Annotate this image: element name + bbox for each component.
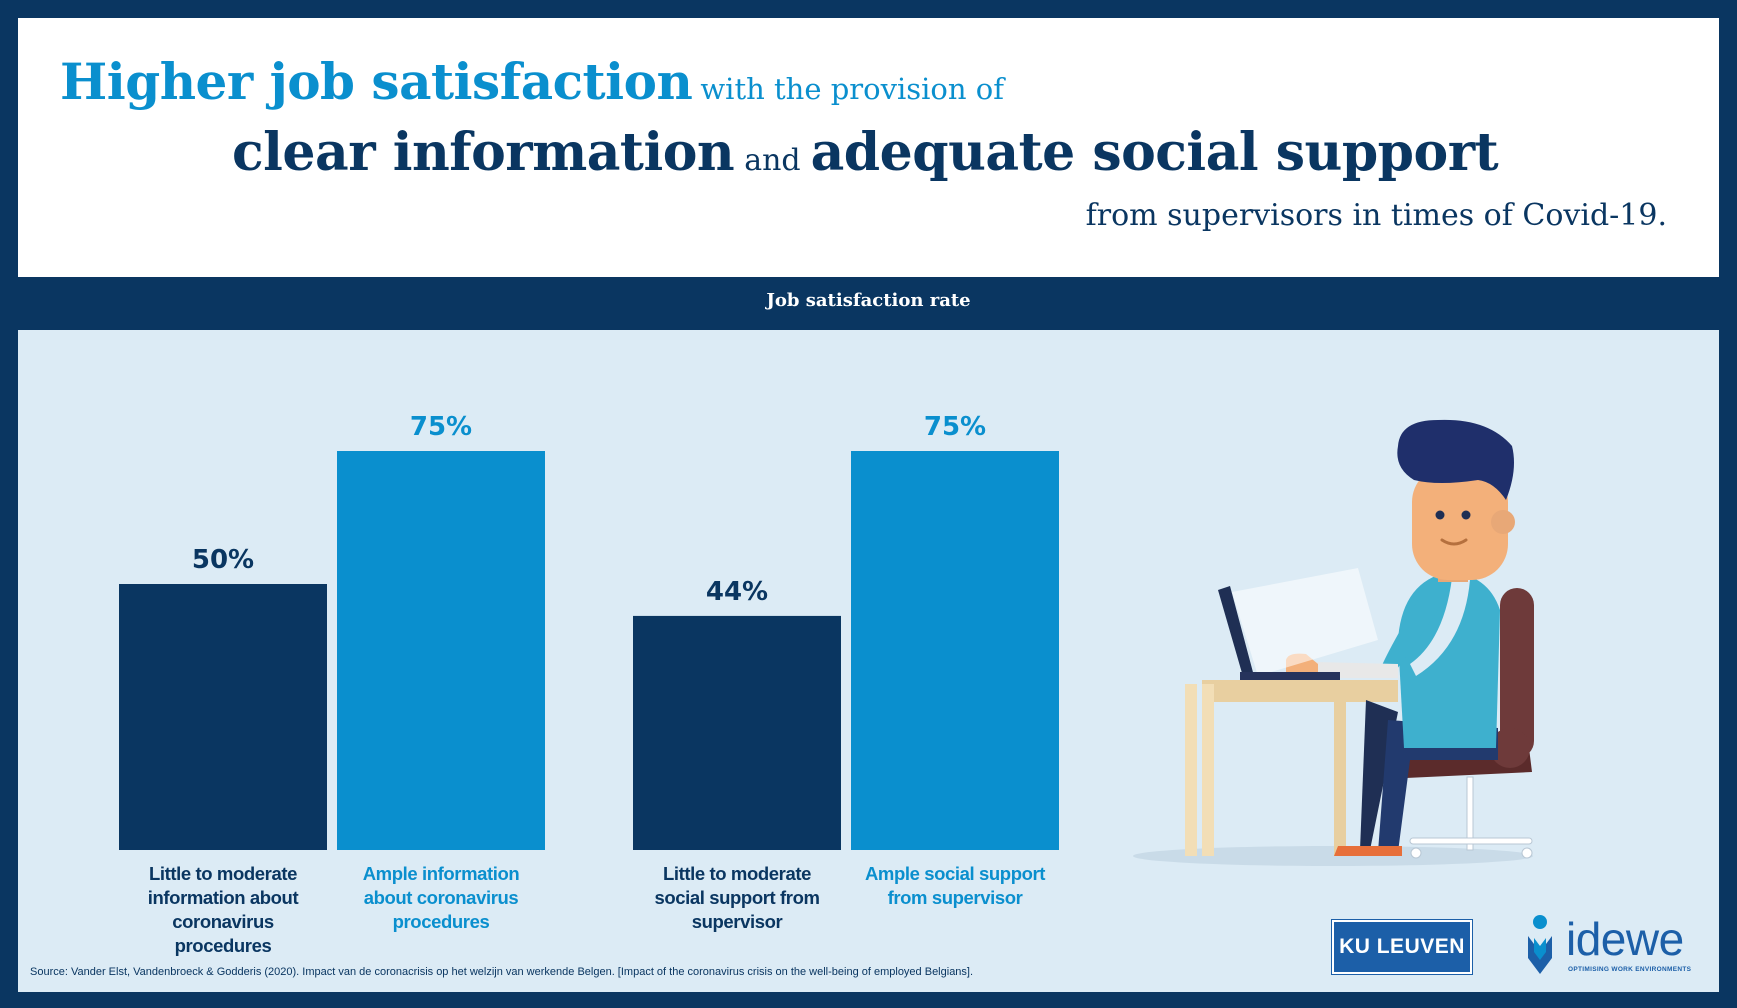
bar-value-label-1: 50% (192, 545, 254, 575)
category-label-line: procedures (174, 935, 272, 956)
title-panel: Higher job satisfaction with the provisio… (18, 18, 1719, 277)
category-label-line: Little to moderate (148, 863, 297, 884)
headline-social-support: adequate social support (810, 122, 1499, 183)
desk-leg-front (1202, 684, 1214, 856)
category-label-line: about coronavirus (363, 887, 519, 908)
idewe-logo: idewe OPTIMISING WORK ENVIRONMENTS (1520, 912, 1710, 978)
category-label-2: Ample information about coronavirus proced… (326, 862, 556, 934)
bar-chart: 50% 75% 44% 75% (119, 412, 1534, 866)
bars-layer: 50% 75% 44% 75% (119, 412, 1059, 850)
category-label-line: procedures (392, 911, 490, 932)
headline-emphasis: Higher job satisfaction (60, 52, 693, 111)
headline-line-3: from supervisors in times of Covid-19. (1085, 198, 1667, 233)
headline-and: and (744, 143, 801, 178)
man-eye (1435, 510, 1445, 520)
category-label-line: from supervisor (887, 887, 1023, 908)
chair-wheel (1410, 847, 1422, 859)
man-arm-upper (1380, 600, 1438, 676)
ku-leuven-logo: KU LEUVEN (1332, 920, 1472, 974)
source-citation: Source: Vander Elst, Vandenbroeck & Godd… (30, 966, 974, 978)
bar-value-label-4: 75% (924, 412, 986, 442)
bar-3 (633, 615, 841, 850)
category-label-line: coronavirus (172, 911, 274, 932)
chart-title: Job satisfaction rate (766, 290, 971, 311)
man-collar (1410, 578, 1470, 676)
category-label-4: Ample social support from supervisor (840, 862, 1070, 910)
bar-4 (851, 451, 1059, 850)
chair-wheel (1521, 847, 1533, 859)
laptop-screen (1218, 586, 1254, 680)
chair-arm (1490, 728, 1530, 768)
ku-leuven-logo-text: KU LEUVEN (1339, 935, 1465, 958)
category-label-3: Little to moderate social support from sup… (622, 862, 852, 934)
laptop-base (1240, 672, 1340, 680)
headline-clear-information: clear information (232, 122, 735, 183)
desk-side (1202, 680, 1398, 702)
chair-post (1466, 776, 1474, 851)
headline-line-2: clear information and adequate social supp… (232, 122, 1499, 183)
idewe-person-icon (1528, 915, 1552, 974)
chart-panel: 50% 75% 44% 75% (18, 330, 1719, 992)
bar-2 (337, 451, 545, 850)
man-hair (1397, 419, 1514, 500)
chair-back (1500, 588, 1534, 758)
category-label-line: supervisor (691, 911, 783, 932)
bar-value-label-2: 75% (410, 412, 472, 442)
man-shoe (1334, 846, 1402, 856)
man-ear (1491, 510, 1515, 534)
chair-base (1409, 837, 1533, 845)
category-label-line: social support from (654, 887, 820, 908)
category-label-line: Little to moderate (662, 863, 811, 884)
category-label-line: information about (147, 887, 299, 908)
desk-leg-right (1334, 684, 1346, 856)
bar-1 (119, 584, 327, 850)
laptop-glow (1232, 568, 1378, 676)
man-face (1412, 466, 1508, 580)
man-eye (1461, 510, 1471, 520)
man-smile (1440, 538, 1468, 546)
man-leg-front (1378, 720, 1498, 852)
category-label-line: Ample information (362, 863, 520, 884)
man-at-laptop-illustration (1133, 419, 1534, 866)
idewe-tagline: OPTIMISING WORK ENVIRONMENTS (1568, 966, 1692, 973)
category-label-line: Ample social support (864, 863, 1046, 884)
headline-continuation: with the provision of (700, 72, 1004, 106)
headline-line-1: Higher job satisfaction with the provisio… (60, 52, 1004, 111)
bar-value-label-3: 44% (706, 577, 768, 607)
desk-leg-left (1185, 684, 1197, 856)
idewe-wordmark: idewe (1566, 913, 1684, 965)
floor-shadow (1133, 846, 1533, 866)
category-label-1: Little to moderate information about coron… (108, 862, 338, 958)
